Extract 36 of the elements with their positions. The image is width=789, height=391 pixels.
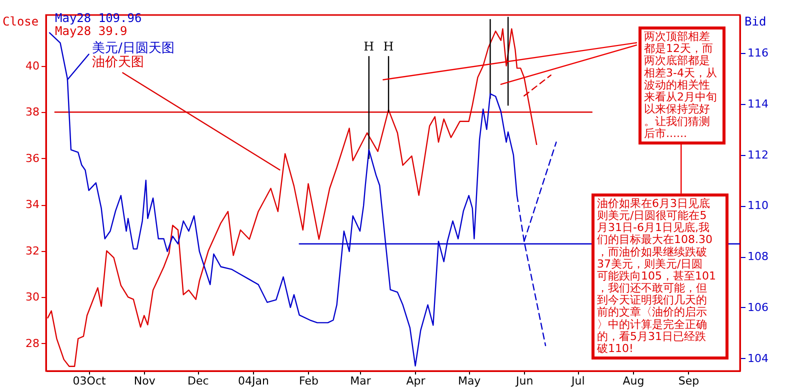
x-tick-label: 04Jan: [238, 374, 269, 388]
x-tick-label: Jun: [515, 374, 534, 388]
y-tick-label: 34: [26, 198, 40, 212]
y2-tick-label: 114: [748, 98, 768, 110]
text: 美元/日圆天图: [92, 40, 174, 56]
y2-tick-label: 110: [748, 199, 768, 212]
annotation: H: [364, 40, 374, 54]
y-tick-label: 36: [26, 152, 40, 165]
text: 两次顶部相差都是12天，而两次底部都是相差3-4天，从波动的相关性来看从2月中旬以来保持完好。让我们猜测后市......: [644, 30, 717, 140]
x-tick-label: Jul: [570, 374, 585, 388]
y-axis-title: Close: [2, 14, 39, 28]
text: 油价如果在6月3日见底则美元/日圆很可能在5月31日-6月1日见底,我们的目标最大在108.30，而油价如果继续跌破37美元，则美元/日圆可能跌向105，甚至101，我们还不敢可能，但到今天证明我们几天的前的文章〈油价的启示〉中的计算是完全正确的，看5月31日已经跌破110!: [597, 197, 716, 355]
y-tick-label: 40: [26, 59, 40, 72]
y-tick-label: 30: [26, 290, 40, 304]
y2-tick-label: 106: [748, 300, 768, 314]
y2-tick-label: 112: [748, 148, 768, 162]
y2-tick-label: 116: [748, 46, 768, 60]
y-tick-label: 28: [26, 336, 40, 350]
annotation: H: [383, 40, 394, 54]
x-tick-label: 03Oct: [72, 374, 107, 388]
y2-tick-label: 104: [748, 352, 768, 365]
x-tick-label: Sep: [678, 374, 700, 388]
text: 油价天图: [92, 55, 144, 70]
x-tick-label: Apr: [406, 374, 426, 388]
x-tick-label: Dec: [187, 374, 209, 388]
x-tick-label: Feb: [299, 374, 319, 388]
y2-tick-label: 108: [748, 250, 768, 264]
annotation: May28 109.96: [55, 11, 142, 25]
x-tick-label: Mar: [350, 374, 372, 388]
annotation: May28 39.9: [55, 24, 128, 38]
x-tick-label: Aug: [622, 374, 644, 388]
x-tick-label: May: [458, 374, 482, 388]
y-tick-label: 32: [26, 244, 40, 258]
y-tick-label: 38: [26, 106, 40, 119]
y2-axis-title: Bid: [744, 14, 766, 28]
x-tick-label: Nov: [134, 374, 156, 388]
